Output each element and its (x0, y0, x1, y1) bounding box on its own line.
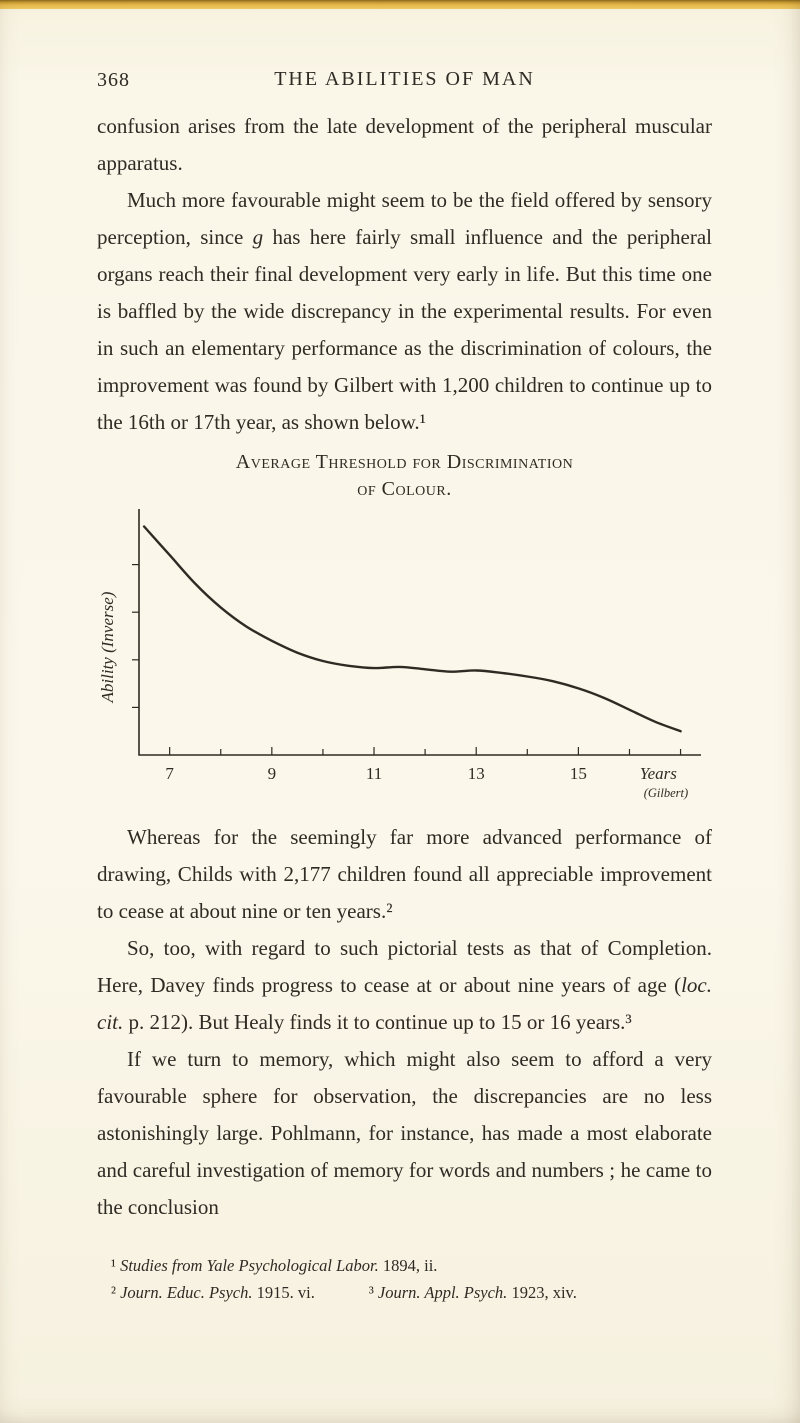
text-run: So, too, with regard to such pictorial t… (97, 936, 712, 997)
x-axis-title: Years (639, 764, 677, 783)
footnote-line: ² Journ. Educ. Psych. 1915. vi. ³ Journ. … (97, 1279, 712, 1306)
paragraph: Whereas for the seemingly far more advan… (97, 819, 712, 930)
chart-axes (137, 509, 701, 756)
chart-title-line2: of Colour. (357, 478, 452, 500)
text-run: If we turn to memory, which might also s… (97, 1047, 712, 1219)
text-run: has here fairly small influence and the … (97, 225, 712, 434)
text-run: 1915. vi. (252, 1283, 315, 1302)
footnotes: ¹ Studies from Yale Psychological Labor.… (97, 1252, 712, 1306)
y-axis-title: Ability (Inverse) (99, 591, 117, 703)
chart-title: Average Threshold for Discrimination of … (97, 449, 712, 503)
italic-text-run: Studies from Yale Psychological Labor. (120, 1256, 379, 1275)
footnote: ¹ Studies from Yale Psychological Labor.… (111, 1252, 437, 1279)
text-run: Whereas for the seemingly far more advan… (97, 825, 712, 923)
x-tick-label: 15 (569, 764, 586, 783)
footnote: ² Journ. Educ. Psych. 1915. vi. (111, 1279, 315, 1306)
italic-text-run: g (252, 225, 264, 249)
page-content: 368 THE ABILITIES OF MAN confusion arise… (0, 9, 800, 1423)
paragraph: Much more favourable might seem to be th… (97, 182, 712, 441)
italic-text-run: Journ. Appl. Psych. (377, 1283, 508, 1302)
x-tick-label: 11 (365, 764, 381, 783)
footnote-line: ¹ Studies from Yale Psychological Labor.… (97, 1252, 712, 1279)
text-run: confusion arises from the late developme… (97, 114, 712, 175)
running-head: 368 THE ABILITIES OF MAN (97, 68, 712, 94)
text-run: p. 212). But Healy finds it to continue … (123, 1010, 632, 1034)
paragraphs-after-figure: Whereas for the seemingly far more advan… (97, 819, 712, 1226)
paragraph: confusion arises from the late developme… (97, 108, 712, 182)
threshold-line-chart: 7 9 11 13 15 Years (Gilbert) Ability (Inverse) (99, 509, 701, 800)
text-run: ³ (368, 1283, 378, 1302)
text-run: 1923, xiv. (507, 1283, 577, 1302)
text-run: ¹ (111, 1256, 121, 1275)
footnote: ³ Journ. Appl. Psych. 1923, xiv. (369, 1279, 577, 1306)
chart-attribution: (Gilbert) (643, 786, 687, 800)
paragraph: So, too, with regard to such pictorial t… (97, 930, 712, 1041)
text-run: 1894, ii. (378, 1256, 438, 1275)
paragraph: If we turn to memory, which might also s… (97, 1041, 712, 1226)
colour-discrimination-figure: Average Threshold for Discrimination of … (97, 449, 712, 805)
chart-title-line1: Average Threshold for Discrimination (235, 451, 574, 473)
italic-text-run: Journ. Educ. Psych. (120, 1283, 253, 1302)
paragraphs-before-figure: confusion arises from the late developme… (97, 108, 712, 441)
threshold-curve (142, 525, 682, 733)
page-top-edge (0, 0, 800, 9)
x-tick-label: 13 (467, 764, 484, 783)
running-title: THE ABILITIES OF MAN (274, 68, 535, 90)
page-number: 368 (97, 69, 130, 91)
italic-text-run: loc. cit. (97, 973, 712, 1034)
text-run: Much more favourable might seem to be th… (97, 188, 712, 249)
x-tick-label: 7 (165, 764, 174, 783)
x-tick-label: 9 (267, 764, 276, 783)
text-run: ² (111, 1283, 121, 1302)
page-body: confusion arises from the late developme… (97, 108, 712, 1226)
